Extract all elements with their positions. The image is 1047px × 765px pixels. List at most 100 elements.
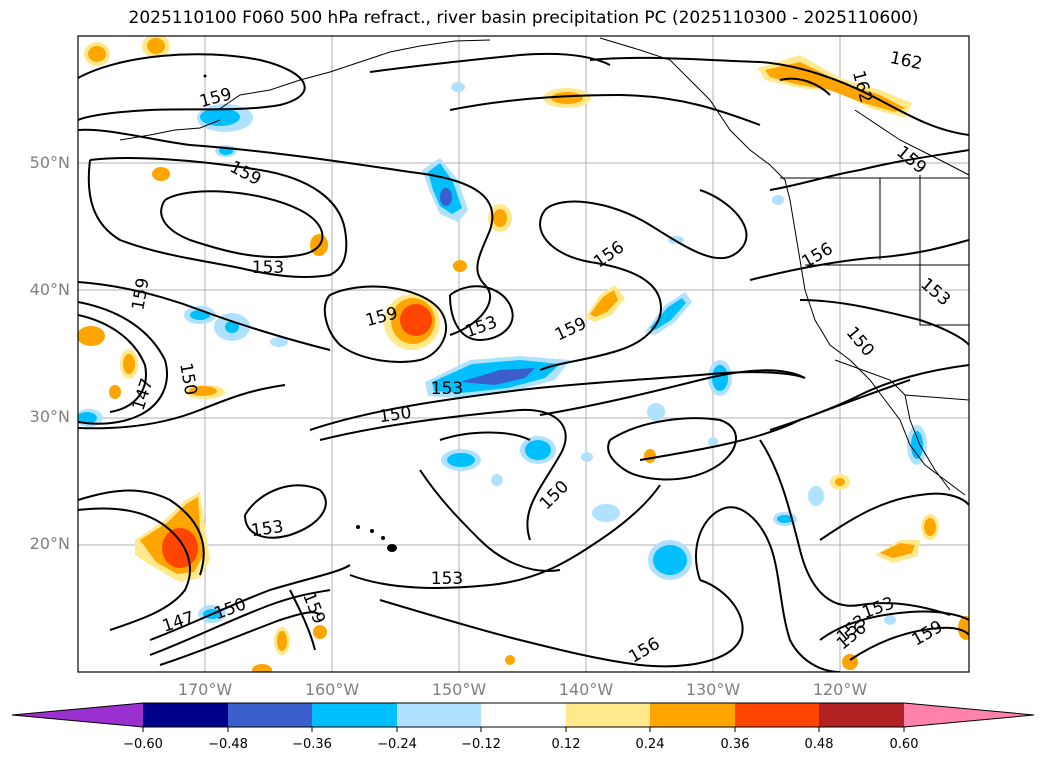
contour-line [544,189,748,260]
contour-line [539,369,806,416]
precip-area [653,545,687,575]
contour-line [323,285,447,363]
hawaii-island [370,529,374,533]
precip-area [147,38,165,54]
precip-area [270,337,288,347]
state-border [919,175,969,326]
precip-area [647,403,665,421]
colorbar-bin [566,703,650,727]
precip-area [189,386,217,396]
contour-line [159,611,321,666]
contour-line [149,564,351,641]
us-mexico-border [834,359,969,401]
precip-area [505,655,515,665]
hawaii-island [356,525,360,529]
contour-line [759,439,951,616]
contour-line [369,52,611,73]
colorbar-extend-low [12,703,143,727]
hawaii-island [381,536,385,540]
colorbar-tick-label: 0.24 [635,737,665,752]
baja-coast [904,394,951,491]
contour-line [78,301,168,425]
contour-label: 153 [252,258,284,278]
contour-label: 150 [378,403,413,427]
precip-area [277,631,287,651]
contour-line [78,53,306,121]
precip-area [958,616,969,640]
contour-line [449,285,514,342]
colorbar-bin [228,703,312,727]
colorbar-tick-label: −0.24 [377,737,417,752]
precip-area [453,260,467,272]
contour-line [695,506,841,672]
map-title: 2025110100 F060 500 hPa refract., river … [128,8,919,28]
contour-line [449,93,761,126]
precip-area [772,195,784,205]
precip-area [777,515,793,523]
lon-label: 130°W [685,680,741,699]
precip-positive-areas [78,36,969,672]
contour-line [244,484,327,539]
contour-line [78,128,494,336]
lon-label: 170°W [177,680,233,699]
map-frame [77,35,970,673]
precip-area [252,664,272,672]
contour-line [769,364,969,431]
precip-area [880,543,915,558]
colorbar-tick-label: 0.48 [804,737,834,752]
contour-line [769,149,969,191]
precip-area [493,209,507,227]
contour-line [819,610,969,641]
colorbar-bin [143,703,228,727]
precip-area [440,188,452,206]
precip-area [911,431,923,459]
coastlines [119,37,969,496]
precip-area [109,385,121,399]
lat-label: 50°N [29,153,70,172]
colorbar-tick-label: 0.12 [551,737,581,752]
colorbar-bin [650,703,735,727]
precip-area [712,365,728,391]
precip-area [590,290,618,317]
lon-label: 120°W [812,680,868,699]
contour-line [160,190,324,259]
contour-line [419,469,561,572]
precip-area [88,46,106,62]
contour-line [78,314,147,413]
colorbar-bin [481,703,566,727]
lat-label: 30°N [29,407,70,426]
lat-label: 20°N [29,534,70,553]
contour-line [849,626,969,661]
island [203,74,207,78]
islands [203,74,397,552]
precip-area [835,478,845,486]
contour-line [379,579,744,668]
contour-line [589,56,969,136]
lon-label: 160°W [304,680,360,699]
precip-area [551,92,583,104]
colorbar-bin [735,703,819,727]
contour-line [309,371,806,431]
precip-area [162,528,198,568]
contour-line [78,507,191,631]
precip-area [884,615,896,625]
precip-area [190,310,210,320]
map-plot-area [78,36,969,672]
contour-line [78,384,286,430]
precip-area [708,437,718,447]
west-coast [599,37,966,496]
precip-area [525,440,551,460]
contour-lines [78,52,969,672]
contour-line [779,77,831,96]
precip-area [451,82,465,92]
precip-area [225,321,239,333]
precip-area [200,108,240,126]
precip-area [460,368,535,385]
colorbar-bin [397,703,481,727]
colorbar [11,702,1035,732]
lat-label: 40°N [29,280,70,299]
contour-line [349,484,661,589]
contour-line [289,589,316,651]
precip-area [78,326,105,346]
colorbar-tick-label: −0.12 [461,737,501,752]
